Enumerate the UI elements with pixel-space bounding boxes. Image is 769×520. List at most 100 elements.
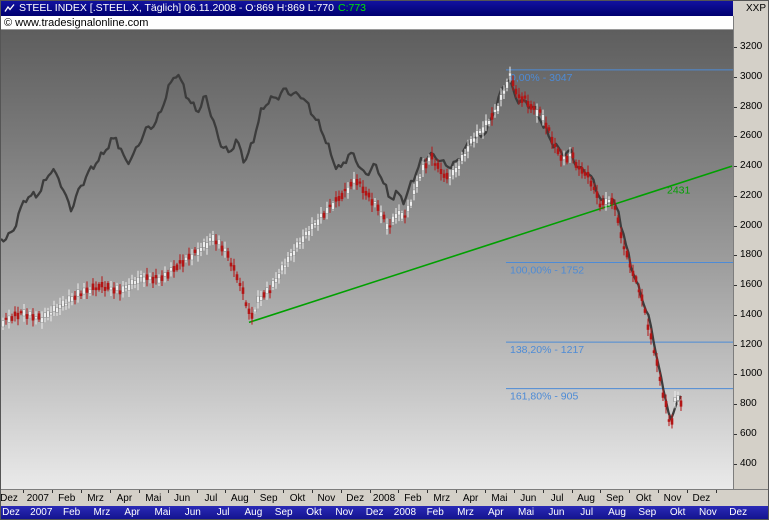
scroller-label: Apr: [488, 507, 504, 518]
price-axis-label: 1000: [740, 368, 763, 380]
chart-title-bar[interactable]: STEEL INDEX [.STEEL.X, Täglich] 06.11.20…: [1, 1, 733, 16]
price-axis-label: 1200: [740, 338, 763, 350]
price-tickmark: [734, 433, 737, 435]
scroller-label: Aug: [244, 507, 263, 518]
price-axis-label: 1600: [740, 279, 763, 291]
scroller-label: Nov: [698, 507, 717, 518]
time-axis-label: Apr: [462, 493, 479, 504]
time-tickmark: [283, 490, 285, 493]
time-tickmark: [542, 490, 544, 493]
scroller-label: Jul: [580, 507, 594, 518]
scroller-label: Dez: [2, 507, 20, 518]
time-axis[interactable]: Dez 2007 Feb Mrz Apr Mai Jun Jul Aug Sep Okt Nov Dez…: [1, 489, 768, 506]
price-tickmark: [734, 47, 737, 49]
time-tickmark: [254, 490, 256, 493]
price-axis-label: 3200: [740, 41, 763, 53]
scroller-label: Feb: [426, 507, 444, 518]
price-tickmark: [734, 404, 737, 406]
time-tickmark: [340, 490, 342, 493]
scroller-label: Sep: [638, 507, 657, 518]
price-tickmark: [734, 136, 737, 138]
time-axis-label: Nov: [663, 493, 682, 504]
time-tickmark: [225, 490, 227, 493]
instrument-title: STEEL INDEX [.STEEL.X, Täglich] 06.11.20…: [19, 2, 334, 14]
time-axis-label: Sep: [259, 493, 278, 504]
chart-canvas[interactable]: 0,00% - 3047 100,00% - 1752 138,20% - 1217…: [1, 30, 733, 489]
time-tickmark: [715, 490, 717, 493]
fib-level-label: 138,20% - 1217: [510, 344, 584, 356]
time-tickmark: [109, 490, 111, 493]
scroller-label: Dez: [729, 507, 748, 518]
scroller-label: Jul: [216, 507, 230, 518]
price-axis-label: 1800: [740, 249, 763, 261]
price-axis-label: 2200: [740, 189, 763, 201]
watermark-text: © www.tradesignalonline.com: [4, 17, 149, 29]
price-axis-label: 800: [740, 398, 757, 410]
time-axis-label: Nov: [317, 493, 336, 504]
time-tickmark: [629, 490, 631, 493]
scroller-label: Jun: [548, 507, 565, 518]
price-axis-label: 2400: [740, 160, 763, 172]
price-tickmark: [734, 285, 737, 287]
overlay-index-line[interactable]: [1, 73, 682, 421]
chart-plot-area[interactable]: 0,00% - 3047 100,00% - 1752 138,20% - 1217…: [1, 30, 733, 489]
price-axis-label: 3000: [740, 70, 763, 82]
close-value: C:773: [337, 2, 367, 14]
price-axis-label: 2000: [740, 219, 763, 231]
time-axis-label: Sep: [605, 493, 624, 504]
time-tickmark: [167, 490, 169, 493]
time-tickmark: [138, 490, 140, 493]
price-tickmark: [734, 344, 737, 346]
time-tickmark: [427, 490, 429, 493]
time-tickmark: [81, 490, 83, 493]
chart-scroller[interactable]: Dez 2007 Feb Mrz Apr Mai Jun Jul Aug Sep Okt Nov Dez…: [1, 506, 768, 519]
scroller-label: Okt: [669, 507, 686, 518]
price-tickmark: [734, 195, 737, 197]
fib-retracement[interactable]: 0,00% - 3047 100,00% - 1752 138,20% - 1217…: [506, 69, 733, 403]
trendline[interactable]: 2431: [248, 165, 733, 324]
time-tickmark: [456, 490, 458, 493]
time-axis-label: 2007: [26, 493, 49, 504]
price-tickmark: [734, 106, 737, 108]
time-tickmark: [369, 490, 371, 493]
scroller-label: Feb: [62, 507, 81, 518]
time-tickmark: [398, 490, 400, 493]
price-scale-unit-label: XXP: [733, 1, 768, 16]
scroller-label: Dez: [365, 507, 384, 518]
time-axis-label: Dez: [692, 493, 711, 504]
steel-index-candles[interactable]: [1, 66, 683, 429]
time-tickmark: [311, 490, 313, 493]
time-axis-label: Dez: [1, 493, 18, 504]
time-tickmark: [196, 490, 198, 493]
price-tickmark: [734, 255, 737, 257]
scroller-label: Mai: [518, 507, 535, 518]
scroller-label: Nov: [335, 507, 354, 518]
time-axis-label: Mrz: [433, 493, 451, 504]
instrument-chart-icon: [4, 3, 15, 14]
scroller-label: Jun: [184, 507, 201, 518]
time-axis-label: Mai: [491, 493, 508, 504]
price-tickmark: [734, 314, 737, 316]
scroller-label: Mrz: [93, 507, 111, 518]
price-axis-label: 1400: [740, 308, 763, 320]
time-axis-label: Feb: [404, 493, 422, 504]
scroller-label: Mrz: [457, 507, 474, 518]
scroller-label: Aug: [608, 507, 626, 518]
time-axis-label: Feb: [58, 493, 76, 504]
price-axis[interactable]: 3200 3000 2800 2600 2400 2200 2000 1800 1600 1400…: [733, 16, 768, 489]
price-tickmark: [734, 166, 737, 168]
time-tickmark: [23, 490, 25, 493]
time-axis-label: Dez: [346, 493, 365, 504]
time-tickmark: [571, 490, 573, 493]
time-axis-label: Mrz: [87, 493, 104, 504]
time-axis-label: Jul: [204, 493, 218, 504]
fib-level-label: 100,00% - 1752: [510, 265, 584, 277]
scroller-label: Sep: [274, 507, 293, 518]
scroller-label: 2008: [393, 507, 417, 518]
price-axis-label: 2800: [740, 100, 763, 112]
time-axis-label: Okt: [289, 493, 306, 504]
watermark-bar: © www.tradesignalonline.com: [1, 16, 733, 30]
time-axis-label: Aug: [577, 493, 595, 504]
time-axis-label: Jun: [174, 493, 191, 504]
